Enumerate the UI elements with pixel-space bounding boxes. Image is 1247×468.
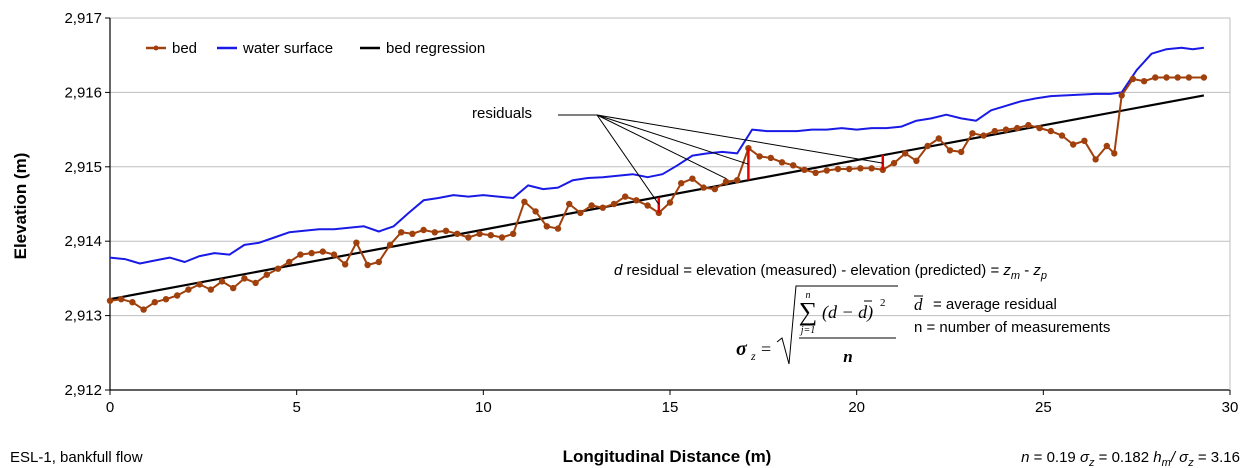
h-stat-value: = 3.16 — [1194, 449, 1240, 466]
y-axis-title: Elevation (m) — [11, 153, 30, 260]
legend-item-water-surface: water surface — [217, 40, 333, 57]
x-tick-label: 15 — [662, 399, 679, 416]
h-stat-label: h — [1153, 449, 1161, 466]
n-stat-label: n — [1021, 449, 1029, 466]
h-stat-separator: / σ — [1170, 449, 1189, 466]
y-tick-label: 2,913 — [64, 308, 102, 325]
residual-definition-text: residual = elevation (measured) - elevat… — [627, 262, 1004, 279]
statistics-summary: n = 0.19 σz = 0.182 hm/ σz = 3.16 — [1021, 449, 1240, 468]
sigma-symbol: σ — [736, 338, 748, 360]
radical-sign — [776, 285, 898, 365]
site-label: ESL-1, bankfull flow — [10, 449, 143, 466]
sigma-formula: σ z = n ∑ j=1 (d − d) 2 n — [736, 285, 898, 366]
x-tick-label: 5 — [292, 399, 300, 416]
legend: bed water surface bed regression — [146, 40, 485, 57]
x-tick-label: 0 — [106, 399, 114, 416]
symbol-definitions: d = average residual n = number of measu… — [914, 295, 1110, 336]
denominator: n — [843, 347, 852, 366]
sigma-subscript: z — [750, 349, 756, 363]
zp-symbol: z — [1032, 262, 1041, 279]
y-tick-label: 2,912 — [64, 382, 102, 399]
h-stat-separator-subscript: z — [1187, 457, 1194, 468]
legend-item-bed: bed — [146, 40, 197, 57]
y-tick-label: 2,915 — [64, 159, 102, 176]
legend-label-bed-regression: bed regression — [386, 40, 485, 57]
sigma-stat-subscript: z — [1088, 457, 1095, 468]
residual-leader-2 — [596, 114, 749, 165]
y-tick-label: 2,917 — [64, 10, 102, 27]
legend-marker-bed — [153, 45, 159, 51]
x-tick-label: 20 — [848, 399, 865, 416]
legend-label-bed: bed — [172, 40, 197, 57]
x-axis-title: Longitudinal Distance (m) — [563, 447, 772, 466]
equals-sign: = — [761, 339, 771, 359]
y-tick-label: 2,916 — [64, 84, 102, 101]
zp-subscript: p — [1040, 270, 1047, 282]
x-tick-label: 25 — [1035, 399, 1052, 416]
sum-upper-limit: n — [806, 290, 811, 301]
dbar-definition: = average residual — [933, 296, 1057, 313]
residual-leader-1 — [596, 114, 660, 205]
sum-lower-limit: j=1 — [799, 325, 816, 336]
zm-symbol: z — [1002, 262, 1011, 279]
dbar-symbol: d — [914, 295, 923, 314]
x-tick-label: 30 — [1222, 399, 1239, 416]
residual-leader-lines — [558, 114, 883, 205]
legend-label-water-surface: water surface — [242, 40, 333, 57]
sum-symbol: ∑ — [799, 297, 818, 326]
h-stat-subscript: m — [1162, 457, 1171, 468]
x-tick-label: 10 — [475, 399, 492, 416]
water-surface-series — [109, 46, 1205, 265]
residuals-label: residuals — [472, 105, 532, 122]
numerator: (d − d) — [822, 302, 873, 323]
residual-leader-4 — [596, 114, 883, 164]
y-axis-ticks: 2,912 2,913 2,914 2,915 2,916 2,917 — [64, 10, 110, 399]
water-surface-line — [109, 46, 1205, 265]
residual-definition: d residual = elevation (measured) - elev… — [614, 262, 1047, 282]
n-stat-value: = 0.19 — [1029, 449, 1075, 466]
residual-leader-3 — [596, 114, 727, 180]
n-definition: n = number of measurements — [914, 319, 1110, 336]
zm-subscript: m — [1011, 270, 1020, 282]
legend-item-bed-regression: bed regression — [360, 40, 485, 57]
sigma-stat-label: σ — [1080, 449, 1090, 466]
numerator-exponent: 2 — [880, 297, 886, 309]
sigma-stat-value: = 0.182 — [1094, 449, 1149, 466]
d-symbol: d — [614, 262, 623, 279]
y-tick-label: 2,914 — [64, 233, 102, 250]
minus-sign: - — [1020, 262, 1033, 279]
x-axis-ticks: 0 5 10 15 20 25 30 — [106, 390, 1239, 416]
